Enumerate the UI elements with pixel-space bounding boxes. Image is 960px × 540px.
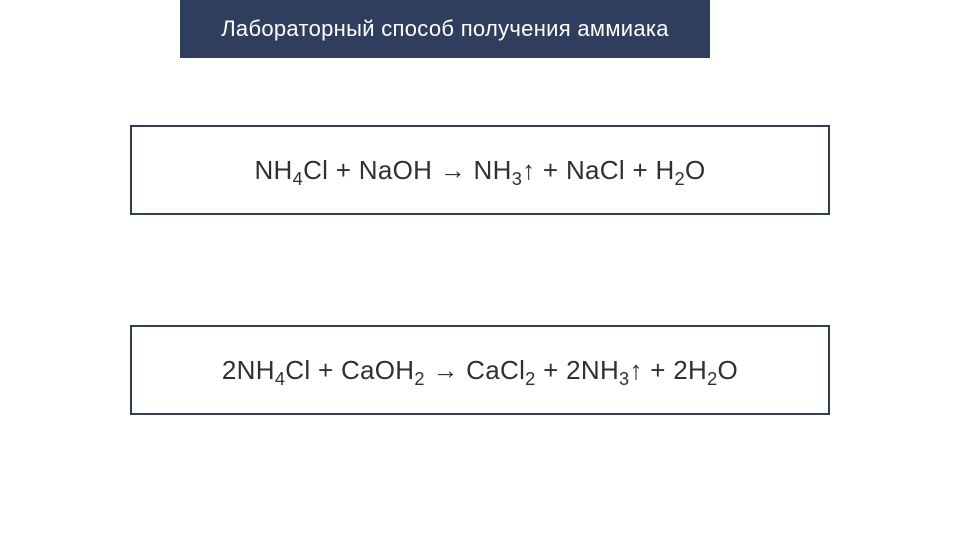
- slide-title: Лабораторный способ получения аммиака: [221, 16, 669, 42]
- equation-box-2: 2NH4Cl + CaOH2 → CaCl2 + 2NH3↑ + 2H2O: [130, 325, 830, 415]
- slide-title-bar: Лабораторный способ получения аммиака: [180, 0, 710, 58]
- equation-1: NH4Cl + NaOH → NH3↑ + NaCl + H2O: [254, 155, 705, 186]
- equation-2: 2NH4Cl + CaOH2 → CaCl2 + 2NH3↑ + 2H2O: [222, 355, 738, 386]
- equation-box-1: NH4Cl + NaOH → NH3↑ + NaCl + H2O: [130, 125, 830, 215]
